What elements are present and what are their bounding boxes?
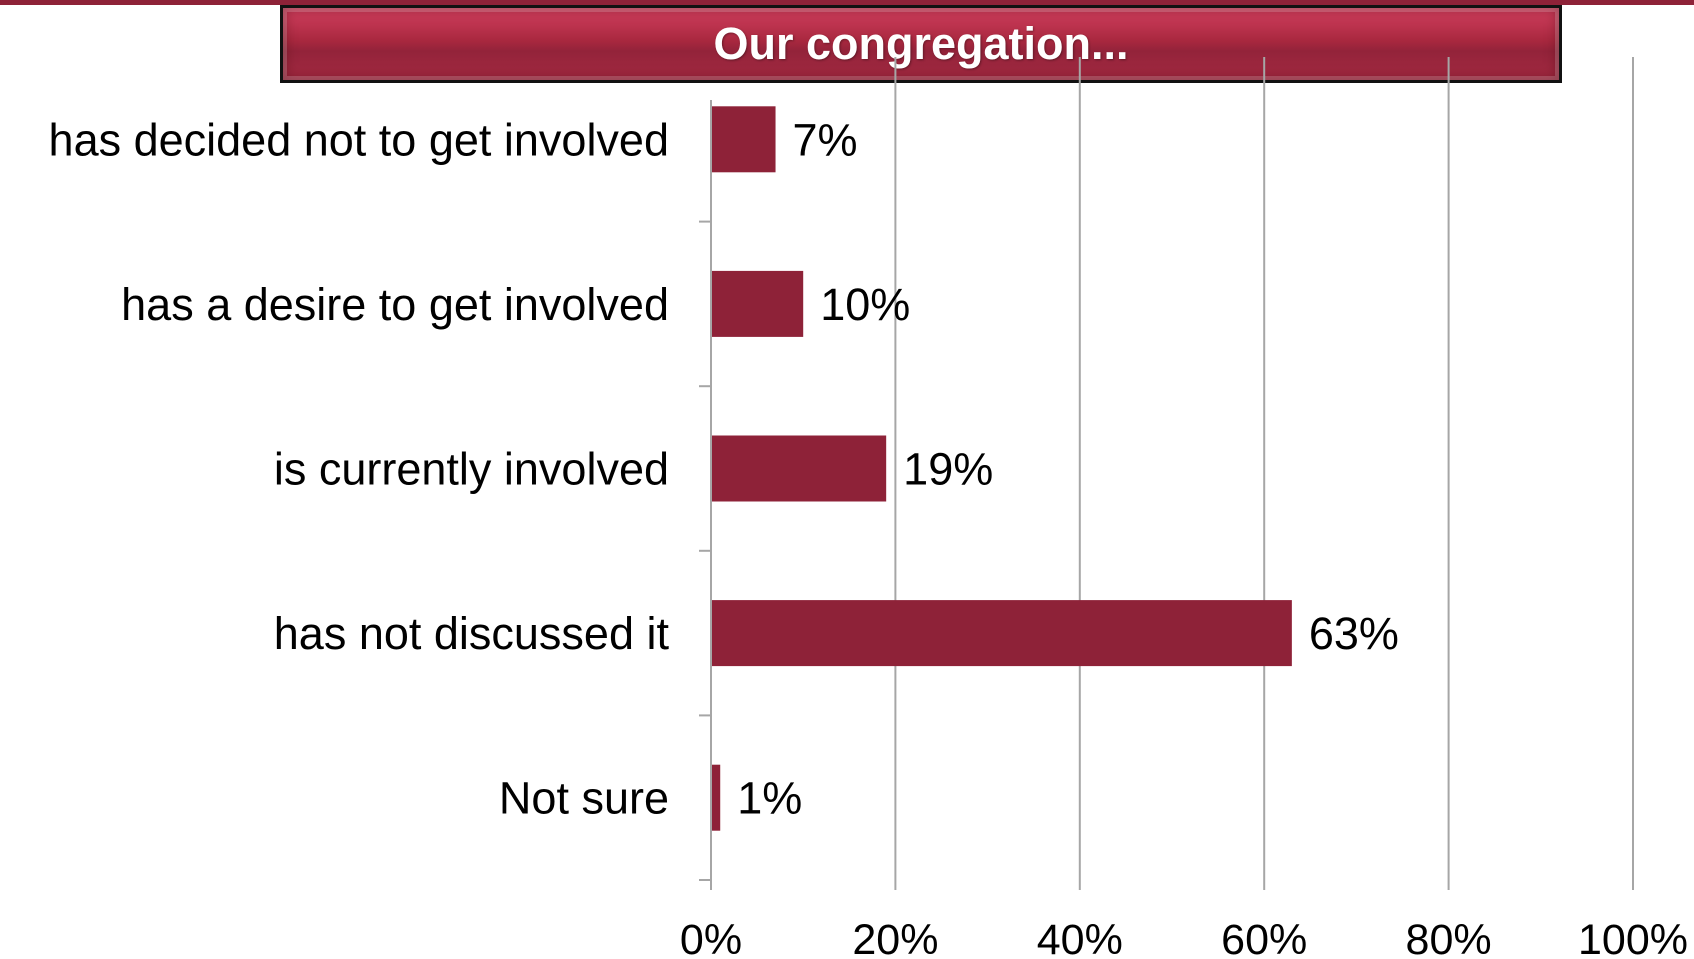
data-label: 1%	[737, 773, 802, 824]
chart-title: Our congregation...	[713, 18, 1129, 69]
data-label: 7%	[793, 114, 858, 165]
y-axis	[699, 100, 712, 890]
x-tick-label: 0%	[680, 916, 742, 959]
data-label: 19%	[903, 444, 993, 495]
top-accent-rule	[0, 0, 1694, 5]
bar	[712, 106, 776, 173]
category-label: is currently involved	[274, 444, 669, 495]
x-tick-label: 60%	[1221, 916, 1307, 959]
chart-title-banner: Our congregation...	[280, 5, 1562, 83]
bar	[712, 435, 887, 502]
x-tick-label: 100%	[1578, 916, 1688, 959]
gridlines	[894, 57, 1634, 890]
labels: 7% has decided not to get involved 10% has …	[49, 114, 1688, 959]
category-label: has decided not to get involved	[49, 114, 669, 165]
bars	[712, 106, 1292, 831]
bar	[712, 764, 721, 831]
x-tick-label: 40%	[1037, 916, 1123, 959]
data-label: 10%	[820, 279, 910, 330]
x-tick-label: 20%	[852, 916, 938, 959]
category-label: has not discussed it	[274, 608, 670, 659]
category-label: Not sure	[499, 773, 669, 824]
bar	[712, 270, 804, 337]
category-label: has a desire to get involved	[121, 279, 669, 330]
bar	[712, 600, 1292, 667]
x-tick-label: 80%	[1406, 916, 1492, 959]
data-label: 63%	[1309, 608, 1399, 659]
